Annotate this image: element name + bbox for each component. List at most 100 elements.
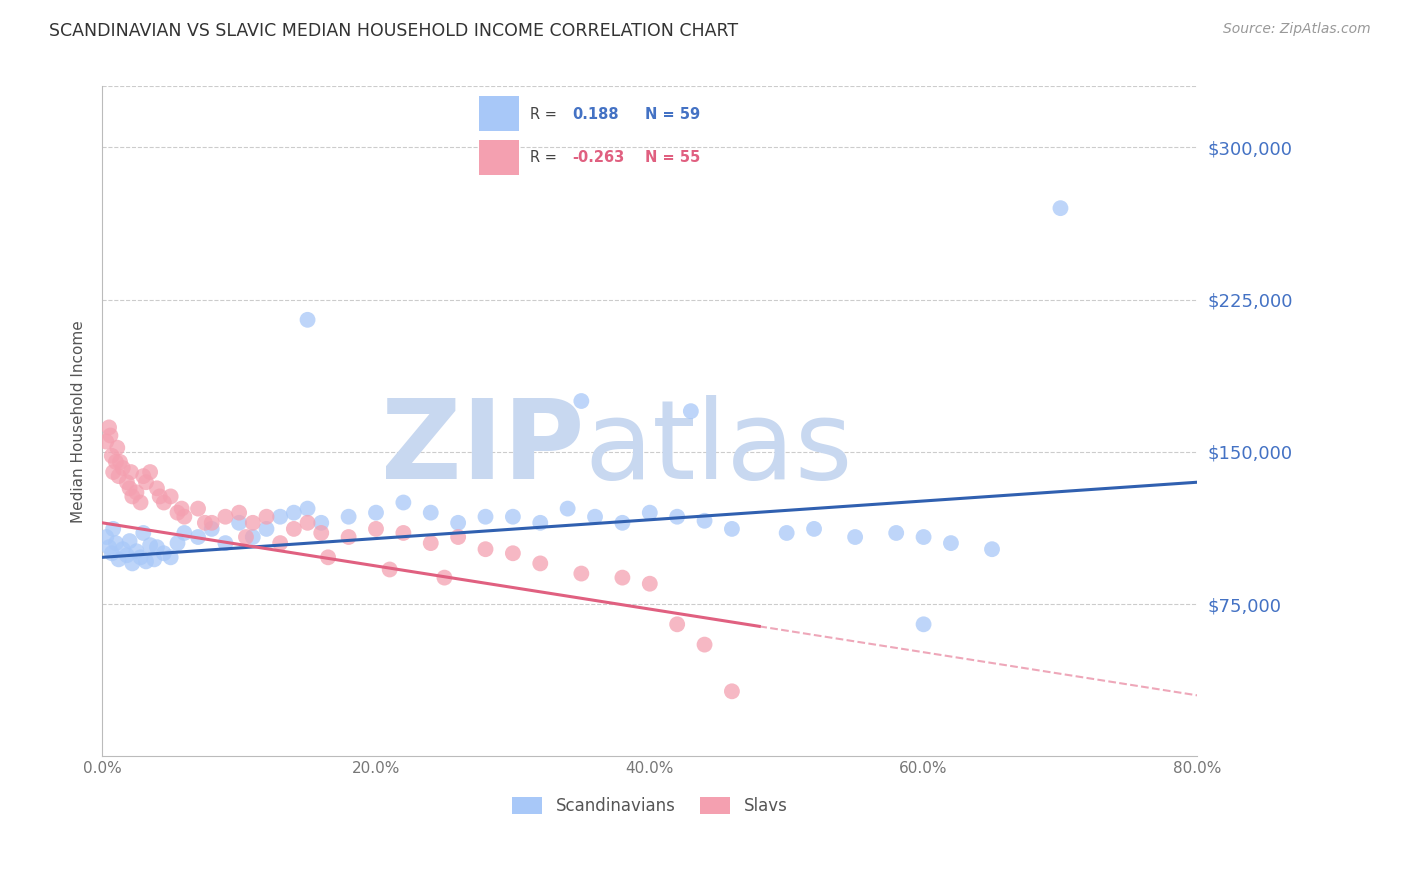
- Point: [107, 469, 129, 483]
- Point: [139, 538, 162, 552]
- Point: [173, 509, 195, 524]
- Point: [100, 428, 122, 442]
- Point: [364, 522, 387, 536]
- Point: [666, 617, 689, 632]
- Point: [337, 530, 360, 544]
- Point: [474, 509, 496, 524]
- Point: [693, 638, 716, 652]
- Point: [107, 552, 129, 566]
- Point: [638, 506, 661, 520]
- Point: [139, 465, 162, 479]
- Point: [228, 516, 250, 530]
- Point: [153, 546, 176, 560]
- Point: [912, 530, 935, 544]
- Point: [638, 576, 661, 591]
- Point: [844, 530, 866, 544]
- Point: [132, 525, 155, 540]
- Point: [529, 557, 551, 571]
- Point: [337, 509, 360, 524]
- Point: [283, 522, 305, 536]
- Point: [583, 509, 606, 524]
- Point: [474, 542, 496, 557]
- Point: [120, 465, 142, 479]
- Text: N = 59: N = 59: [645, 107, 700, 122]
- Point: [666, 509, 689, 524]
- Point: [132, 469, 155, 483]
- Point: [364, 506, 387, 520]
- Point: [104, 536, 127, 550]
- Point: [129, 495, 152, 509]
- Point: [557, 501, 579, 516]
- Point: [115, 549, 138, 563]
- Text: R =: R =: [530, 150, 557, 165]
- Point: [242, 516, 264, 530]
- Point: [125, 544, 148, 558]
- Point: [194, 516, 217, 530]
- Text: SCANDINAVIAN VS SLAVIC MEDIAN HOUSEHOLD INCOME CORRELATION CHART: SCANDINAVIAN VS SLAVIC MEDIAN HOUSEHOLD …: [49, 22, 738, 40]
- Text: ZIP: ZIP: [381, 394, 583, 501]
- Point: [981, 542, 1004, 557]
- Point: [721, 684, 744, 698]
- Bar: [479, 95, 519, 131]
- Point: [316, 550, 339, 565]
- Point: [173, 525, 195, 540]
- Y-axis label: Median Household Income: Median Household Income: [72, 320, 86, 523]
- Point: [269, 536, 291, 550]
- Point: [502, 546, 524, 560]
- Point: [201, 516, 224, 530]
- Point: [96, 530, 118, 544]
- Point: [159, 490, 181, 504]
- Point: [679, 404, 702, 418]
- Point: [378, 562, 401, 576]
- Point: [101, 449, 124, 463]
- Point: [419, 506, 441, 520]
- Point: [146, 540, 169, 554]
- Point: [166, 506, 188, 520]
- Point: [101, 546, 124, 560]
- Point: [297, 516, 319, 530]
- Point: [612, 516, 634, 530]
- Point: [149, 490, 172, 504]
- Point: [433, 571, 456, 585]
- Point: [125, 485, 148, 500]
- Point: [111, 542, 134, 557]
- Point: [419, 536, 441, 550]
- Point: [121, 490, 143, 504]
- Point: [256, 509, 278, 524]
- Point: [101, 465, 124, 479]
- Point: [118, 481, 141, 495]
- Text: R =: R =: [530, 107, 557, 122]
- Point: [1049, 201, 1071, 215]
- Text: N = 55: N = 55: [645, 150, 700, 165]
- Point: [135, 554, 157, 568]
- Point: [242, 530, 264, 544]
- Point: [101, 522, 124, 536]
- Point: [121, 557, 143, 571]
- Point: [529, 516, 551, 530]
- Point: [502, 509, 524, 524]
- Point: [118, 534, 141, 549]
- Point: [228, 506, 250, 520]
- Point: [135, 475, 157, 490]
- Point: [166, 536, 188, 550]
- Text: atlas: atlas: [583, 394, 852, 501]
- Point: [447, 530, 470, 544]
- Point: [214, 536, 236, 550]
- Point: [884, 525, 907, 540]
- Point: [939, 536, 962, 550]
- Point: [159, 550, 181, 565]
- Point: [111, 461, 134, 475]
- Point: [447, 516, 470, 530]
- Point: [297, 313, 319, 327]
- Point: [153, 495, 176, 509]
- Point: [98, 420, 121, 434]
- Point: [98, 540, 121, 554]
- Point: [129, 550, 152, 565]
- Point: [912, 617, 935, 632]
- Text: Source: ZipAtlas.com: Source: ZipAtlas.com: [1223, 22, 1371, 37]
- Point: [283, 506, 305, 520]
- Point: [693, 514, 716, 528]
- Text: -0.263: -0.263: [572, 150, 624, 165]
- Point: [170, 501, 193, 516]
- Point: [146, 481, 169, 495]
